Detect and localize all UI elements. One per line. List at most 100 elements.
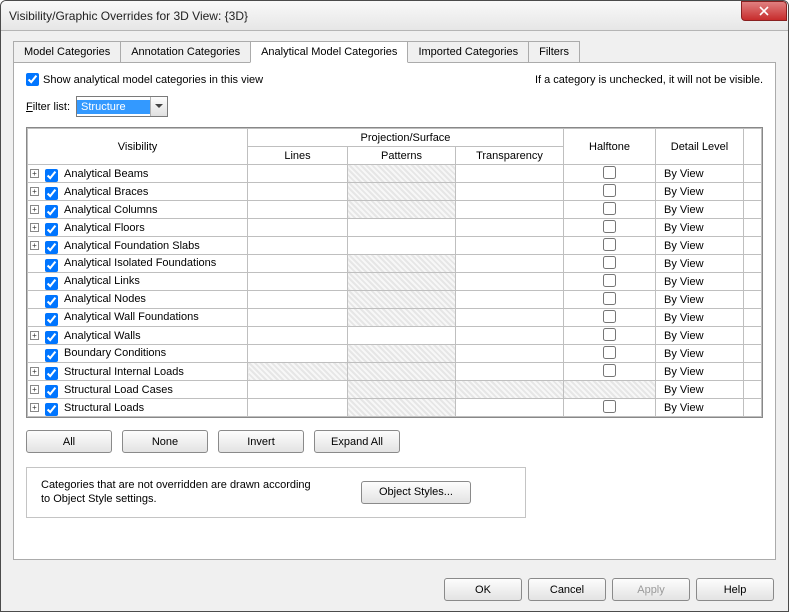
col-transparency[interactable]: Transparency <box>456 147 564 165</box>
expand-icon[interactable]: + <box>30 205 39 214</box>
transparency-cell[interactable] <box>456 291 564 309</box>
lines-cell[interactable] <box>248 327 348 345</box>
visibility-checkbox[interactable] <box>45 187 58 200</box>
patterns-cell[interactable] <box>348 165 456 183</box>
halftone-checkbox[interactable] <box>603 166 616 179</box>
halftone-checkbox[interactable] <box>603 184 616 197</box>
filter-dropdown[interactable]: Structure <box>76 96 168 117</box>
invert-button[interactable]: Invert <box>218 430 304 453</box>
tab-analytical-model-categories[interactable]: Analytical Model Categories <box>250 41 408 63</box>
halftone-cell[interactable] <box>564 399 656 417</box>
visibility-checkbox[interactable] <box>45 385 58 398</box>
detail-level-cell[interactable]: By View <box>656 165 744 183</box>
detail-level-cell[interactable]: By View <box>656 399 744 417</box>
halftone-cell[interactable] <box>564 363 656 381</box>
halftone-cell[interactable] <box>564 237 656 255</box>
transparency-cell[interactable] <box>456 345 564 363</box>
visibility-checkbox[interactable] <box>45 313 58 326</box>
detail-level-cell[interactable]: By View <box>656 345 744 363</box>
table-row[interactable]: +Analytical FloorsBy View <box>28 219 762 237</box>
visibility-checkbox[interactable] <box>45 367 58 380</box>
ok-button[interactable]: OK <box>444 578 522 601</box>
halftone-checkbox[interactable] <box>603 364 616 377</box>
patterns-cell[interactable] <box>348 237 456 255</box>
visibility-checkbox[interactable] <box>45 205 58 218</box>
lines-cell[interactable] <box>248 255 348 273</box>
transparency-cell[interactable] <box>456 201 564 219</box>
detail-level-cell[interactable]: By View <box>656 381 744 399</box>
lines-cell[interactable] <box>248 183 348 201</box>
transparency-cell[interactable] <box>456 183 564 201</box>
expand-icon[interactable]: + <box>30 385 39 394</box>
expand-icon[interactable]: + <box>30 241 39 250</box>
lines-cell[interactable] <box>248 363 348 381</box>
close-button[interactable] <box>741 1 787 21</box>
patterns-cell[interactable] <box>348 201 456 219</box>
expand-icon[interactable]: + <box>30 403 39 412</box>
transparency-cell[interactable] <box>456 273 564 291</box>
expand-icon[interactable]: + <box>30 187 39 196</box>
table-row[interactable]: +Analytical Foundation SlabsBy View <box>28 237 762 255</box>
lines-cell[interactable] <box>248 165 348 183</box>
halftone-checkbox[interactable] <box>603 274 616 287</box>
table-row[interactable]: +Structural LoadsBy View <box>28 399 762 417</box>
lines-cell[interactable] <box>248 381 348 399</box>
tab-filters[interactable]: Filters <box>528 41 580 62</box>
visibility-checkbox[interactable] <box>45 169 58 182</box>
visibility-checkbox[interactable] <box>45 277 58 290</box>
none-button[interactable]: None <box>122 430 208 453</box>
halftone-checkbox[interactable] <box>603 346 616 359</box>
patterns-cell[interactable] <box>348 363 456 381</box>
halftone-checkbox[interactable] <box>603 256 616 269</box>
patterns-cell[interactable] <box>348 273 456 291</box>
apply-button[interactable]: Apply <box>612 578 690 601</box>
expand-all-button[interactable]: Expand All <box>314 430 400 453</box>
patterns-cell[interactable] <box>348 327 456 345</box>
transparency-cell[interactable] <box>456 381 564 399</box>
halftone-cell[interactable] <box>564 255 656 273</box>
expand-icon[interactable]: + <box>30 223 39 232</box>
halftone-cell[interactable] <box>564 345 656 363</box>
table-row[interactable]: Analytical Isolated FoundationsBy View <box>28 255 762 273</box>
table-row[interactable]: +Structural Internal LoadsBy View <box>28 363 762 381</box>
halftone-cell[interactable] <box>564 273 656 291</box>
halftone-checkbox[interactable] <box>603 238 616 251</box>
detail-level-cell[interactable]: By View <box>656 291 744 309</box>
detail-level-cell[interactable]: By View <box>656 237 744 255</box>
detail-level-cell[interactable]: By View <box>656 219 744 237</box>
halftone-cell[interactable] <box>564 165 656 183</box>
halftone-checkbox[interactable] <box>603 328 616 341</box>
lines-cell[interactable] <box>248 201 348 219</box>
transparency-cell[interactable] <box>456 309 564 327</box>
tab-imported-categories[interactable]: Imported Categories <box>407 41 529 62</box>
tab-model-categories[interactable]: Model Categories <box>13 41 121 62</box>
table-row[interactable]: Boundary ConditionsBy View <box>28 345 762 363</box>
visibility-checkbox[interactable] <box>45 241 58 254</box>
detail-level-cell[interactable]: By View <box>656 273 744 291</box>
halftone-checkbox[interactable] <box>603 220 616 233</box>
col-lines[interactable]: Lines <box>248 147 348 165</box>
halftone-cell[interactable] <box>564 327 656 345</box>
detail-level-cell[interactable]: By View <box>656 183 744 201</box>
expand-icon[interactable]: + <box>30 169 39 178</box>
lines-cell[interactable] <box>248 309 348 327</box>
visibility-checkbox[interactable] <box>45 259 58 272</box>
cancel-button[interactable]: Cancel <box>528 578 606 601</box>
visibility-checkbox[interactable] <box>45 403 58 416</box>
halftone-cell[interactable] <box>564 291 656 309</box>
detail-level-cell[interactable]: By View <box>656 327 744 345</box>
halftone-cell[interactable] <box>564 219 656 237</box>
visibility-checkbox[interactable] <box>45 331 58 344</box>
show-categories-checkbox[interactable] <box>26 73 39 86</box>
table-row[interactable]: Analytical LinksBy View <box>28 273 762 291</box>
halftone-cell[interactable] <box>564 309 656 327</box>
lines-cell[interactable] <box>248 291 348 309</box>
transparency-cell[interactable] <box>456 165 564 183</box>
table-row[interactable]: +Analytical BracesBy View <box>28 183 762 201</box>
detail-level-cell[interactable]: By View <box>656 201 744 219</box>
halftone-cell[interactable] <box>564 381 656 399</box>
patterns-cell[interactable] <box>348 219 456 237</box>
transparency-cell[interactable] <box>456 255 564 273</box>
expand-icon[interactable]: + <box>30 331 39 340</box>
table-row[interactable]: +Analytical BeamsBy View <box>28 165 762 183</box>
